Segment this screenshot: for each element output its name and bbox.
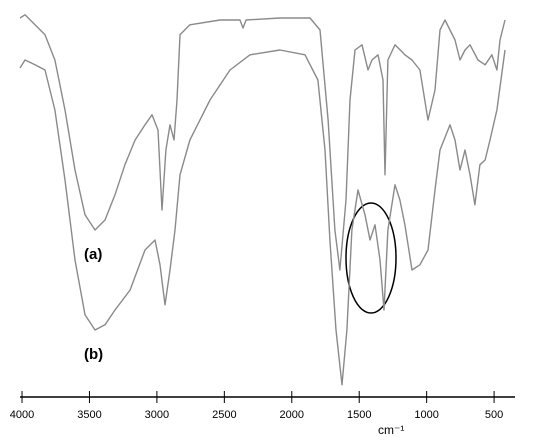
annotation: (a) <box>84 246 102 263</box>
highlight-ellipse <box>345 202 397 314</box>
x-tick-label: 3000 <box>145 409 169 421</box>
x-tick-label: 2000 <box>280 409 304 421</box>
x-tick-label: 500 <box>485 409 503 421</box>
x-tick-label: 3500 <box>77 409 101 421</box>
spectrum-line <box>19 14 506 271</box>
x-tick-label: 4000 <box>10 409 34 421</box>
x-tick-label: 1500 <box>347 409 371 421</box>
x-axis-label: cm⁻¹ <box>378 423 404 437</box>
x-tick-label: 2500 <box>212 409 236 421</box>
annotation: (b) <box>84 346 103 363</box>
x-tick-label: 1000 <box>414 409 438 421</box>
spectrum-line <box>19 49 506 386</box>
